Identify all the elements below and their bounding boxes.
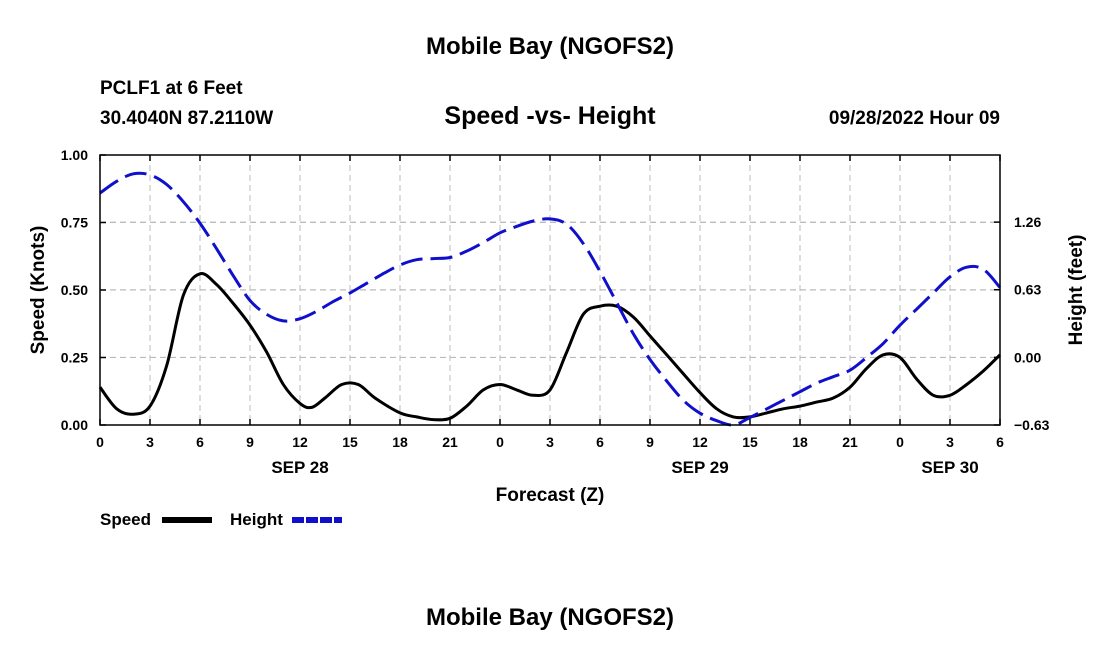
x-tick-label: 9: [246, 434, 254, 450]
x-tick-label: 21: [842, 434, 858, 450]
legend-speed-label: Speed: [100, 510, 151, 529]
speed-series-line: [98, 272, 1002, 422]
y-tick-label: 0.00: [61, 417, 88, 433]
x-tick-label: 18: [392, 434, 408, 450]
station-label: PCLF1 at 6 Feet: [100, 78, 243, 99]
x-tick-label: 3: [546, 434, 554, 450]
y2-tick-label: −0.63: [1014, 417, 1050, 433]
series-layer: [98, 171, 1002, 427]
figure-title: Mobile Bay (NGOFS2): [426, 33, 674, 60]
x-tick-label: 3: [946, 434, 954, 450]
day-label: SEP 29: [671, 458, 728, 477]
y-tick-label: 0.50: [61, 282, 88, 298]
day-label: SEP 30: [921, 458, 978, 477]
x-tick-label: 21: [442, 434, 458, 450]
legend: Speed Height: [100, 510, 342, 529]
y2-tick-label: 0.63: [1014, 282, 1041, 298]
y2-tick-label: 1.26: [1014, 214, 1041, 230]
x-tick-label: 15: [342, 434, 358, 450]
x-tick-label: 6: [196, 434, 204, 450]
x-tick-label: 0: [96, 434, 104, 450]
axis-ticks: [99, 154, 1001, 426]
y2-axis-label: Height (feet): [1066, 235, 1087, 346]
y2-tick-label: 0.00: [1014, 349, 1041, 365]
y-tick-label: 0.75: [61, 215, 88, 231]
x-tick-label: 12: [692, 434, 708, 450]
footer-title: Mobile Bay (NGOFS2): [426, 604, 674, 631]
x-tick-label: 6: [596, 434, 604, 450]
y-tick-label: 0.25: [61, 350, 88, 366]
x-tick-label: 12: [292, 434, 308, 450]
x-tick-label: 0: [896, 434, 904, 450]
datetime-label: 09/28/2022 Hour 09: [829, 108, 1000, 129]
y-tick-label: 1.00: [61, 147, 88, 163]
x-tick-label: 6: [996, 434, 1004, 450]
chart-title: Speed -vs- Height: [444, 102, 656, 130]
day-label: SEP 28: [271, 458, 328, 477]
legend-height-label: Height: [230, 510, 283, 529]
x-tick-label: 9: [646, 434, 654, 450]
tick-labels: 0 3 6 9 12 15 18 21 0 3 6 9 12 15 18 21 0 3 6 0.00 0.25 0.50 0…: [61, 147, 1050, 477]
x-tick-label: 0: [496, 434, 504, 450]
x-axis-label: Forecast (Z): [496, 485, 605, 506]
x-tick-label: 3: [146, 434, 154, 450]
height-series-line: [99, 171, 1002, 427]
location-label: 30.4040N 87.2110W: [100, 108, 273, 129]
grid: [100, 155, 1000, 425]
x-tick-label: 18: [792, 434, 808, 450]
y-axis-label: Speed (Knots): [28, 226, 49, 355]
x-tick-label: 15: [742, 434, 758, 450]
